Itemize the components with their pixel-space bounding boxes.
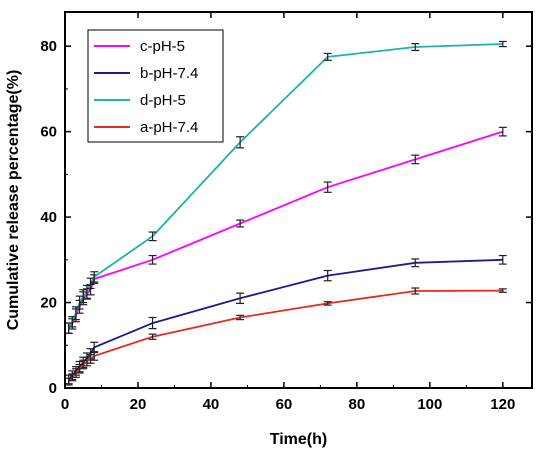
series-line [67,258,503,381]
data-point [411,258,420,268]
legend: c-pH-5 b-pH-7.4 d-pH-5 a-pH-7.4 [87,29,224,143]
legend-item: b-pH-7.4 [94,65,198,82]
x-tick-label: 20 [130,396,147,413]
data-point [323,181,332,193]
data-point [498,288,507,293]
data-point [236,219,245,228]
data-point [498,126,507,137]
legend-item: c-pH-5 [94,38,185,55]
series-b-pH-7.4 [64,254,507,385]
data-point [82,356,91,367]
y-tick-label: 0 [49,380,57,397]
data-point [236,314,245,321]
data-point [148,333,157,340]
data-point [411,154,420,165]
x-tick-label: 40 [203,396,220,413]
legend-item: d-pH-5 [94,92,186,109]
y-axis-label: Cumulative release percentage(%) [5,70,22,331]
plot-frame [64,11,533,389]
data-point [82,284,91,299]
series-d-pH-5 [64,40,507,334]
data-point [68,316,77,328]
data-point [411,43,420,52]
data-point [148,316,157,330]
data-point [323,301,332,306]
legend-box [87,29,224,143]
data-point [148,231,157,242]
y-tick-label: 60 [40,124,57,141]
data-point [148,254,157,265]
data-point [236,292,245,304]
series-line [67,289,503,383]
data-point [498,40,507,48]
x-tick-label: 120 [490,396,515,413]
data-point [323,52,332,61]
x-axis-label: Time(h) [270,431,327,448]
legend-label: a-pH-7.4 [140,119,198,136]
series-c-pH-5 [64,126,507,334]
data-point [498,254,507,265]
data-point [90,271,99,283]
data-point [411,287,420,295]
data-point [90,351,99,361]
legend-label: b-pH-7.4 [140,65,198,82]
series-line [67,130,504,329]
legend-label: c-pH-5 [140,38,185,55]
x-tick-label: 60 [276,396,293,413]
data-point [79,289,88,304]
series-a-pH-7.4 [64,287,507,386]
y-tick-label: 40 [40,209,57,226]
data-point [86,277,95,290]
legend-label: d-pH-5 [140,92,186,109]
legend-item: a-pH-7.4 [94,119,198,136]
data-point [79,359,88,370]
data-point [323,269,332,282]
axis-layer: 0 20 40 60 80 100 120 0 20 40 60 80 [40,12,532,413]
x-tick-label: 0 [61,396,69,413]
y-tick-label: 20 [40,295,57,312]
x-tick-label: 80 [349,396,366,413]
data-point [86,354,95,364]
data-point [236,136,245,149]
x-tick-label: 100 [417,396,442,413]
y-tick-label: 80 [40,38,57,55]
